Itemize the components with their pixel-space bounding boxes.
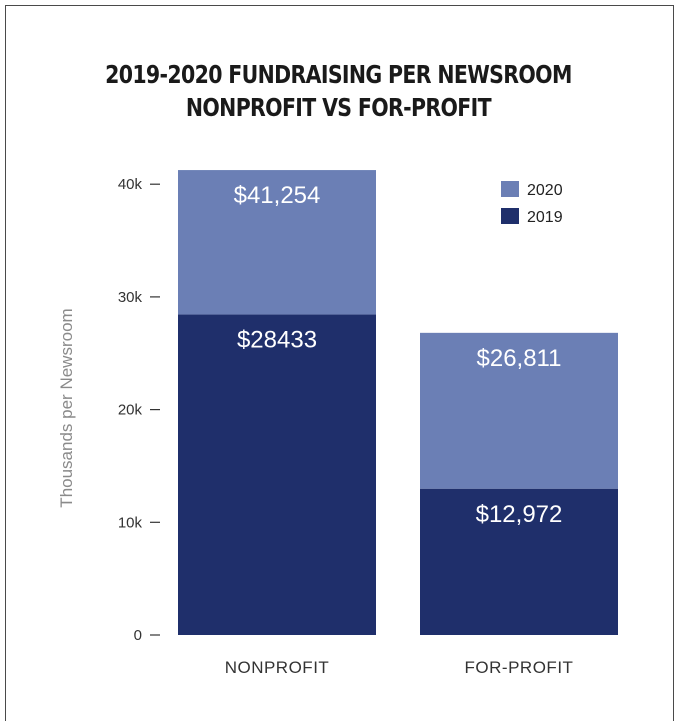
chart-title-line-2: NONPROFIT VS FOR-PROFIT bbox=[185, 93, 492, 122]
bar-2019-for-profit bbox=[420, 488, 618, 635]
x-axis-categories: NONPROFIT FOR-PROFIT bbox=[225, 658, 574, 677]
bar-2020-nonprofit bbox=[178, 170, 376, 315]
y-axis: 0 10k 20k 30k 40k bbox=[118, 176, 160, 644]
legend-swatch-2020 bbox=[501, 181, 519, 197]
data-label-2020: $26,811 bbox=[477, 345, 562, 372]
bar-2020-for-profit bbox=[420, 332, 618, 489]
y-tick-label: 20k bbox=[118, 402, 143, 419]
chart-frame bbox=[5, 5, 674, 721]
category-label: NONPROFIT bbox=[225, 658, 330, 677]
data-label-2019: $28433 bbox=[237, 327, 317, 354]
y-tick-label: 40k bbox=[118, 176, 143, 193]
legend-label-2020: 2020 bbox=[527, 182, 563, 199]
bars: $41,254 $28433 $26,811 $12,972 bbox=[178, 170, 618, 635]
data-label-2019: $12,972 bbox=[476, 501, 563, 528]
chart-title-line-1: 2019-2020 FUNDRAISING PER NEWSROOM bbox=[105, 60, 572, 89]
y-axis-label: Thousands per Newsroom bbox=[57, 308, 76, 507]
bar-2019-nonprofit bbox=[178, 314, 376, 635]
y-tick-label: 30k bbox=[118, 289, 143, 306]
y-tick-label: 0 bbox=[134, 627, 142, 644]
category-label: FOR-PROFIT bbox=[465, 658, 574, 677]
data-label-2020: $41,254 bbox=[234, 182, 321, 209]
legend: 2020 2019 bbox=[501, 181, 563, 226]
legend-swatch-2019 bbox=[501, 208, 519, 224]
y-tick-label: 10k bbox=[118, 514, 143, 531]
legend-label-2019: 2019 bbox=[527, 209, 563, 226]
